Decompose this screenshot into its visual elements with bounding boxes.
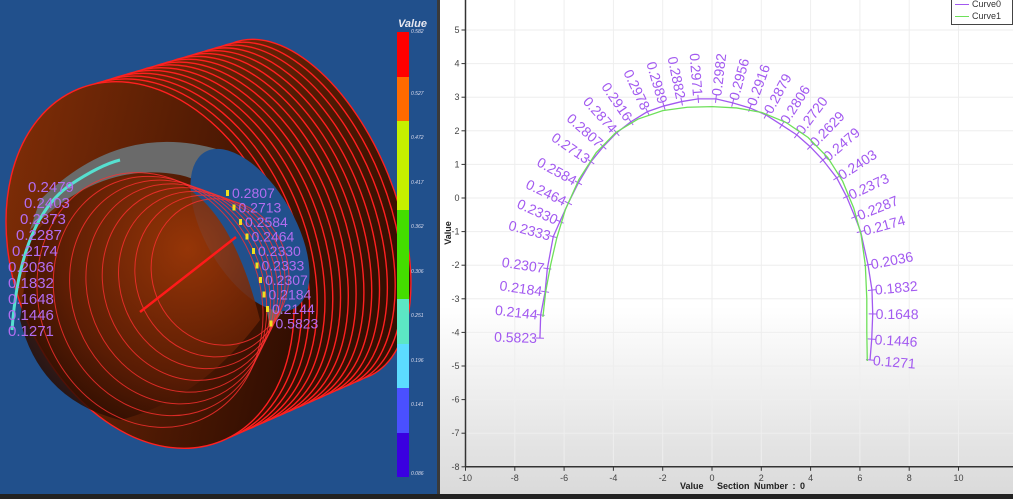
overlay-marker <box>233 205 236 211</box>
y-tick-label: 1 <box>454 159 459 169</box>
overlay-label-left: 0.2479 <box>28 179 74 196</box>
y-tick-label: 2 <box>454 126 459 136</box>
data-point-tick <box>698 95 699 103</box>
colorbar-segment <box>397 388 409 433</box>
overlay-marker <box>266 306 269 312</box>
x-tick-label: -2 <box>659 473 667 483</box>
colorbar-tick-label: 0.196 <box>411 358 424 364</box>
overlay-label-left: 0.1648 <box>8 291 54 308</box>
data-label: 0.1648 <box>876 306 919 322</box>
colorbar-segment <box>397 255 409 300</box>
x-tick-label: 6 <box>857 473 862 483</box>
overlay-label-left: 0.1271 <box>8 323 54 340</box>
colorbar-tick-label: 0.251 <box>411 313 424 319</box>
legend-item-curve0[interactable]: Curve0 <box>952 0 1012 10</box>
y-tick-label: -8 <box>451 462 459 472</box>
x-axis-label: Value Section Number : 0 <box>680 481 805 491</box>
colorbar-tick-label: 0.582 <box>411 29 424 35</box>
x-tick-label: -8 <box>511 473 519 483</box>
chart-legend[interactable]: Curve0 Curve1 <box>951 0 1013 25</box>
x-axis-label-text: Value <box>680 481 704 491</box>
y-tick-label: 4 <box>454 59 459 69</box>
overlay-marker <box>239 219 242 225</box>
y-tick-label: -6 <box>451 395 459 405</box>
overlay-marker <box>226 190 229 196</box>
data-label: 0.2184 <box>499 277 544 299</box>
overlay-label-left: 0.2174 <box>12 243 58 260</box>
data-label: 0.5823 <box>494 329 538 346</box>
colorbar-segment <box>397 433 409 478</box>
colorbar-segment <box>397 121 409 166</box>
x-tick-label: -10 <box>459 473 472 483</box>
y-tick-label: 5 <box>454 25 459 35</box>
data-label: 0.1446 <box>874 331 918 350</box>
x-tick-label: -6 <box>560 473 568 483</box>
colorbar-tick-label: 0.141 <box>411 402 424 408</box>
data-label: 0.2971 <box>687 53 706 97</box>
colorbar-tick-label: 0.472 <box>411 135 424 141</box>
overlay-label-left: 0.2036 <box>8 259 54 276</box>
y-tick-label: 3 <box>454 92 459 102</box>
overlay-label-left: 0.2287 <box>16 227 62 244</box>
data-label: 0.1271 <box>872 352 916 371</box>
curve0-swatch <box>955 4 969 5</box>
overlay-marker <box>252 248 255 254</box>
colorbar-tick-label: 0.362 <box>411 224 424 230</box>
overlay-label-left: 0.1832 <box>8 275 54 292</box>
colorbar-segment <box>397 77 409 122</box>
x-tick-label: 8 <box>907 473 912 483</box>
overlay-label-left: 0.1446 <box>8 307 54 324</box>
overlay-label-left: 0.2403 <box>24 195 70 212</box>
overlay-marker <box>270 321 273 327</box>
data-label: 0.2036 <box>869 248 914 272</box>
data-label: 0.1832 <box>874 278 918 298</box>
colorbar-segment <box>397 299 409 344</box>
overlay-marker <box>259 277 262 283</box>
legend-item-curve1[interactable]: Curve1 <box>952 10 1012 22</box>
overlay-label-right: 0.5823 <box>276 316 319 332</box>
colorbar-segment <box>397 32 409 77</box>
colorbar-tick-label: 0.086 <box>411 471 424 477</box>
colorbar-segment <box>397 210 409 255</box>
section-number-text: Section Number : 0 <box>717 481 805 491</box>
y-tick-label: -4 <box>451 327 459 337</box>
x-tick-label: 10 <box>953 473 963 483</box>
cylinder-render: 0.24790.24030.23730.22870.21740.20360.18… <box>0 0 437 494</box>
colorbar-segment <box>397 166 409 211</box>
legend-label: Curve1 <box>972 11 1001 21</box>
data-label: 0.2307 <box>501 254 546 276</box>
overlay-marker <box>256 263 259 269</box>
y-tick-label: -2 <box>451 260 459 270</box>
data-label: 0.2982 <box>708 52 729 97</box>
curve1-swatch <box>955 16 969 17</box>
overlay-marker <box>246 234 249 240</box>
x-tick-label: -4 <box>609 473 617 483</box>
y-tick-label: -5 <box>451 361 459 371</box>
colorbar-tick-label: 0.527 <box>411 91 424 97</box>
colorbar-tick-label: 0.417 <box>411 180 424 186</box>
overlay-marker <box>263 292 266 298</box>
x-tick-label: 4 <box>808 473 813 483</box>
colorbar-segment <box>397 344 409 389</box>
y-axis-label: Value <box>443 221 453 245</box>
overlay-label-left: 0.2373 <box>20 211 66 228</box>
y-tick-label: -7 <box>451 428 459 438</box>
data-label: 0.2144 <box>494 302 539 323</box>
colorbar-tick-label: 0.306 <box>411 269 424 275</box>
legend-label: Curve0 <box>972 0 1001 9</box>
y-tick-label: -3 <box>451 294 459 304</box>
y-tick-label: 0 <box>454 193 459 203</box>
